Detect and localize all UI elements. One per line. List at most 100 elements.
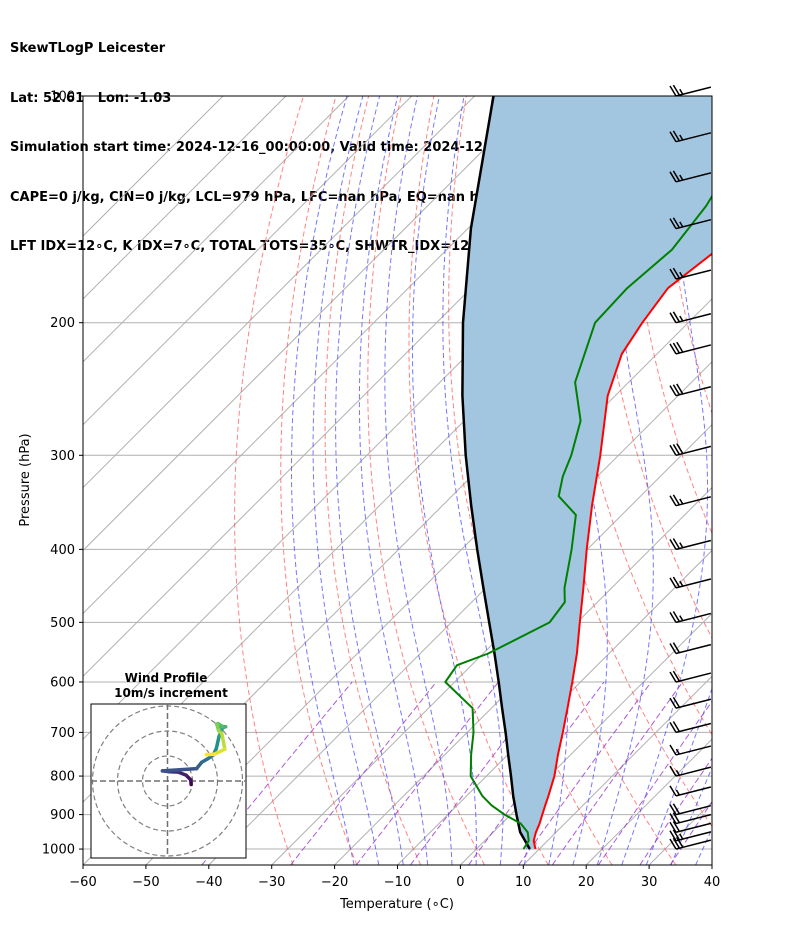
wind-barb-flag [676,836,684,848]
mixing-ratio-line [551,681,684,865]
wind-barb-flag [676,341,684,353]
wind-barb-flag [669,495,677,507]
wind-barb-staff [675,672,712,683]
wind-barb [669,576,712,589]
moist-adiabat-line [670,766,712,865]
wind-barb-half-flag [679,134,684,141]
moist-adiabat-line [358,96,429,865]
wind-barb-flag [669,744,677,756]
y-tick-label: 300 [50,449,75,464]
dry-adiabat-line [760,96,794,865]
wind-barb-flag [669,813,677,824]
wind-barb-staff [675,86,712,97]
wind-barb-half-flag [675,748,681,755]
wind-barb-flag [669,218,677,229]
hodograph-plot [91,704,246,858]
wind-barb-flag [669,765,677,777]
wind-barb [669,696,712,709]
wind-barb-flag [672,444,681,455]
axis-ticks: −60 −50 −40 −30 −20 −10 0 10 20 30 40 1000 900 800 700… [42,90,720,891]
wind-barb [669,494,712,507]
y-tick-label: 500 [50,616,75,631]
y-tick-label: 900 [50,808,75,823]
isotherm-line [775,96,794,865]
wind-barb-flag [672,611,681,622]
wind-barb-flag [672,696,681,708]
wind-barb-staff [675,313,712,324]
cape-cin-shading [462,96,712,849]
wind-barb-flag [669,85,677,97]
wind-barb [669,821,712,833]
wind-barb-flag [672,130,681,142]
wind-barb-staff [675,344,712,355]
temperature-profile-line [532,252,712,850]
wind-barb-flag [672,217,681,229]
wind-barb-flag [669,385,677,397]
wind-barb-flag [669,611,677,623]
wind-barb-flag [676,383,684,395]
wind-barb-flag [669,804,677,815]
wind-barb-flag [676,443,684,454]
wind-barb-flag [669,131,677,143]
chart-title: SkewTLogP Leicester [10,41,166,56]
wind-barb-flag [672,342,681,354]
wind-barb [669,84,712,97]
moist-adiabat-line [645,687,712,865]
wind-barb-flag [669,697,677,709]
wind-barb [669,267,712,280]
hodograph-subtitle: 10m/s increment [114,686,228,700]
hodograph-title: Wind Profile [125,671,208,685]
y-tick-label: 400 [50,543,75,558]
y-axis-label: Pressure (hPa) [18,433,33,526]
x-tick-label: −40 [195,875,222,890]
moist-adiabat-line [312,96,380,865]
profile-lines [444,96,712,850]
x-tick-label: 0 [456,875,464,890]
wind-barb [669,170,712,183]
wind-barb-flag [672,538,681,549]
isotherm-line [271,423,712,865]
wind-barb-staff [675,804,712,816]
x-axis-label: Temperature (∘C) [339,897,454,912]
wind-barb-flag [672,803,681,815]
wind-barb-flag [669,343,677,355]
cin-shaded-area [462,96,712,849]
mixing-ratio-line [290,681,437,865]
wind-barb-half-flag [679,174,684,181]
wind-barb-half-flag [679,315,684,322]
isotherm-line [460,612,712,865]
isotherm-line [522,675,712,865]
wind-barb-flag [672,829,681,841]
wind-barb-half-flag [679,615,684,622]
wind-barb-flag [672,267,681,279]
wind-barb [669,744,712,756]
dry-adiabat-line [324,96,422,865]
wind-barb-half-flag [679,88,684,95]
wind-barb-half-flag [679,580,684,587]
x-tick-label: −10 [384,875,411,890]
wind-barb-flag [669,538,677,550]
wind-barb [669,829,712,842]
mixing-ratio-line [669,800,712,865]
x-tick-label: −30 [258,875,285,890]
wind-barb [669,642,712,655]
wind-barb [669,765,712,777]
parcel-profile-line [461,96,531,850]
wind-barb [669,217,712,230]
wind-barbs [669,84,712,850]
wind-barb-staff [675,722,712,734]
wind-barb-staff [675,766,712,777]
wind-barb [669,383,712,397]
wind-barb-staff [675,386,712,397]
wind-barb-flag [669,577,677,589]
x-tick-label: −60 [69,875,96,890]
y-tick-label: 1000 [42,843,75,858]
wind-barb [669,785,712,797]
wind-barb-flag [669,444,677,456]
wind-barb [669,836,712,850]
wind-barb-flag [672,837,681,849]
y-tick-label: 700 [50,726,75,741]
wind-barb-flag [669,312,677,324]
wind-barb-flag [669,643,677,654]
